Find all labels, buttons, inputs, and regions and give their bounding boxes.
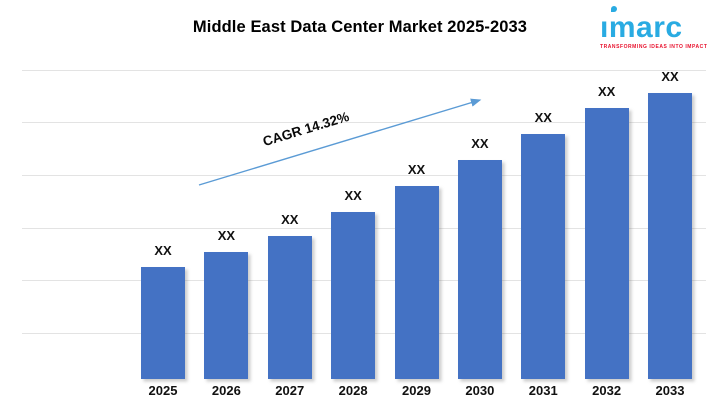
bar <box>141 267 185 379</box>
bar <box>267 236 312 379</box>
bar-value-label: XX <box>407 162 426 177</box>
plot-area: XX 2025 XX 2026 XX 2027 XX 2028 XX 2029 XX 2030 XX 20… <box>141 69 692 398</box>
bar-group-2028: XX 2028 <box>331 70 376 398</box>
x-axis-label: 2032 <box>592 383 622 398</box>
imarc-tagline: TRANSFORMING IDEAS INTO IMPACT <box>600 44 708 50</box>
bar <box>521 134 566 379</box>
bar-group-2032: XX 2032 <box>584 70 629 398</box>
bar-value-label: XX <box>217 228 236 243</box>
bar-value-label: XX <box>471 136 489 151</box>
bar-group-2030: XX 2030 <box>457 70 502 398</box>
x-axis-label: 2026 <box>211 383 241 398</box>
bar-value-label: XX <box>534 110 552 125</box>
bar <box>648 93 692 379</box>
imarc-logo-dot <box>611 6 617 12</box>
bar <box>331 212 376 379</box>
bar <box>394 186 439 379</box>
chart-title: Middle East Data Center Market 2025-2033 <box>192 18 528 36</box>
bar-value-label: XX <box>281 212 299 227</box>
x-axis-label: 2025 <box>148 383 178 398</box>
bar-group-2025: XX 2025 <box>141 70 185 398</box>
bar <box>584 108 629 379</box>
x-axis-label: 2029 <box>402 383 431 398</box>
x-axis-label: 2031 <box>528 383 558 398</box>
bar-value-label: XX <box>661 69 679 84</box>
x-axis-label: 2028 <box>338 383 368 398</box>
bar <box>204 252 249 379</box>
bar-value-label: XX <box>344 188 362 203</box>
bar-value-label: XX <box>154 243 172 258</box>
imarc-logo: ımarc TRANSFORMING IDEAS INTO IMPACT <box>600 4 712 50</box>
bar-group-2029: XX 2029 <box>394 70 439 398</box>
bar-group-2026: XX 2026 <box>204 70 249 398</box>
x-axis-label: 2027 <box>275 383 305 398</box>
bar-group-2031: XX 2031 <box>521 70 566 398</box>
bar <box>457 160 502 379</box>
bar-group-2027: XX 2027 <box>267 70 312 398</box>
bar-value-label: XX <box>597 84 616 99</box>
imarc-brand: ımarc <box>600 11 683 44</box>
x-axis-label: 2033 <box>655 383 685 398</box>
x-axis-label: 2030 <box>465 383 495 398</box>
bar-group-2033: XX 2033 <box>648 69 692 398</box>
